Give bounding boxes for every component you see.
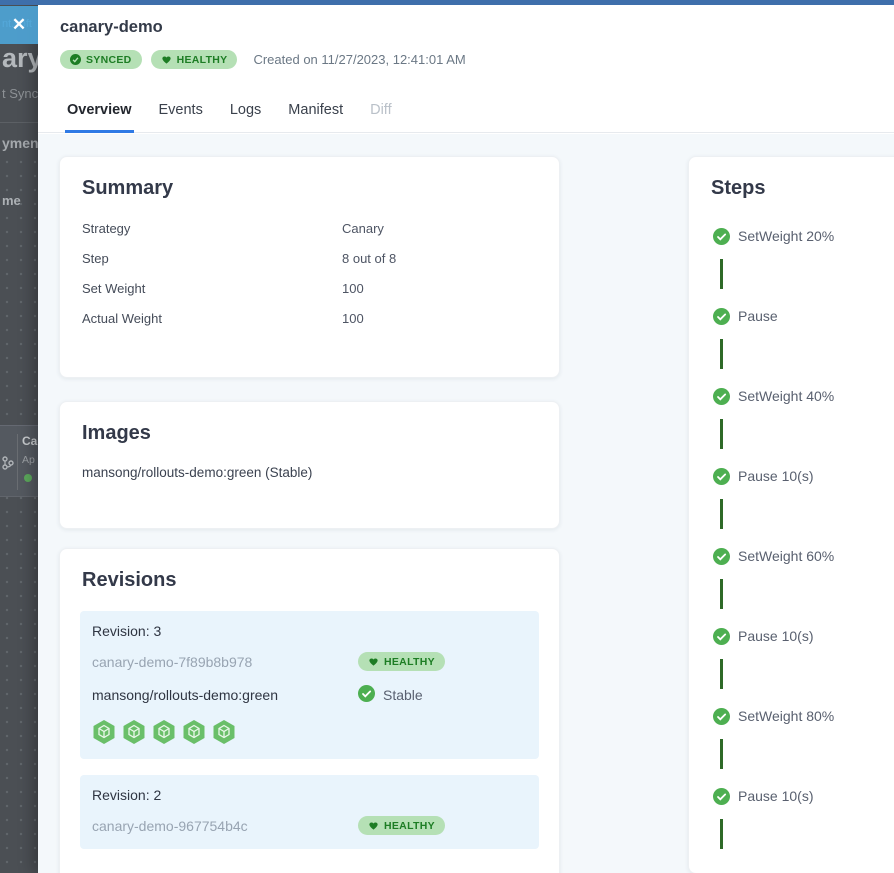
background-sync-fragment: t Sync: [2, 86, 38, 101]
check-circle-icon: [713, 308, 730, 325]
background-card-divider: [17, 434, 18, 490]
background-divider: [0, 122, 38, 123]
browser-top-bar: [0, 0, 894, 5]
steps-card-title: Steps: [711, 177, 766, 199]
check-circle-icon: [70, 54, 81, 65]
step-label: Pause: [738, 308, 778, 324]
step-label: Pause 10(s): [738, 628, 814, 644]
pod-icon: [92, 719, 116, 745]
summary-row: Strategy Canary: [82, 213, 537, 243]
close-panel-button[interactable]: ✕: [0, 6, 38, 44]
check-circle-icon: [713, 628, 730, 645]
summary-row-label: Step: [82, 250, 109, 266]
tab-bar: Overview Events Logs Manifest Diff: [65, 92, 394, 133]
check-circle-icon: [713, 388, 730, 405]
step-item: SetWeight 20%: [713, 228, 894, 308]
revision-list: Revision: 3 canary-demo-7f89b8b978 HEALT…: [60, 611, 559, 849]
revision-number: Revision: 3: [92, 623, 162, 639]
replicaset-name: canary-demo-7f89b8b978: [92, 653, 253, 670]
check-circle-icon: [713, 708, 730, 725]
status-badge: HEALTHY: [150, 50, 238, 69]
step-item: SetWeight 60%: [713, 548, 894, 628]
replicaset-name: canary-demo-967754b4c: [92, 817, 248, 834]
summary-row-value: 100: [342, 280, 364, 296]
step-label: SetWeight 80%: [738, 708, 835, 724]
step-item: Pause 10(s): [713, 628, 894, 708]
heart-icon: [161, 54, 172, 65]
background-name-fragment: me: [2, 193, 21, 208]
close-icon: ✕: [11, 15, 27, 34]
page-title: canary-demo: [60, 18, 163, 36]
background-health-dot: [24, 474, 32, 482]
check-circle-icon: [713, 548, 730, 565]
steps-card: Steps SetWeight 20% Pause SetWeight: [688, 156, 894, 873]
step-item: Pause 10(s): [713, 468, 894, 548]
step-item: SetWeight 40%: [713, 388, 894, 468]
heart-icon: [368, 820, 379, 831]
revision-image: mansong/rollouts-demo:green: [92, 687, 278, 703]
dimmed-background-overlay: nt.soft ary- t Sync yment me Ca Ap: [0, 5, 38, 873]
background-card-title-fragment: Ca: [22, 434, 38, 448]
tab-diff[interactable]: Diff: [370, 102, 392, 118]
step-item: Pause 10(s): [713, 788, 894, 868]
rollout-details-panel: canary-demo SYNCED HEALTHY Created on 11…: [38, 5, 894, 873]
summary-rows: Strategy Canary Step 8 out of 8 Set Weig…: [82, 213, 537, 333]
status-badge-row: SYNCED HEALTHY Created on 11/27/2023, 12…: [60, 50, 466, 69]
background-card-sub-fragment: Ap: [22, 454, 35, 466]
check-circle-icon: [713, 228, 730, 245]
panel-header: canary-demo SYNCED HEALTHY Created on 11…: [38, 5, 894, 133]
background-title-fragment: ary-: [2, 43, 38, 73]
pod-row: [92, 719, 527, 745]
stable-status: Stable: [358, 685, 527, 705]
images-card: Images mansong/rollouts-demo:green (Stab…: [59, 401, 560, 529]
summary-row-value: Canary: [342, 220, 384, 236]
step-label: Pause 10(s): [738, 468, 814, 484]
tab-logs[interactable]: Logs: [229, 102, 262, 118]
summary-row-label: Set Weight: [82, 280, 146, 296]
tab-manifest[interactable]: Manifest: [288, 102, 344, 118]
overview-content: Summary Strategy Canary Step 8 out of 8 …: [38, 134, 894, 873]
health-badge: HEALTHY: [358, 652, 445, 671]
summary-row: Step 8 out of 8: [82, 243, 537, 273]
step-item: SetWeight 80%: [713, 708, 894, 788]
revision-block: Revision: 3 canary-demo-7f89b8b978 HEALT…: [80, 611, 539, 759]
step-item: Pause: [713, 308, 894, 388]
revision-number: Revision: 2: [92, 787, 162, 803]
background-card-fragment: Ca Ap: [0, 425, 38, 497]
tab-events[interactable]: Events: [158, 102, 203, 118]
pod-icon: [122, 719, 146, 745]
revisions-card: Revisions Revision: 3 canary-demo-7f89b8…: [59, 548, 560, 873]
check-circle-icon: [713, 468, 730, 485]
background-deployments-fragment: yment: [2, 135, 38, 151]
check-circle-icon: [713, 788, 730, 805]
step-label: Pause 10(s): [738, 788, 814, 804]
summary-row-value: 8 out of 8: [342, 250, 397, 266]
step-label: SetWeight 40%: [738, 388, 835, 404]
status-badge: SYNCED: [60, 50, 142, 69]
branch-icon: [2, 456, 14, 475]
heart-icon: [368, 656, 379, 667]
image-entry: mansong/rollouts-demo:green (Stable): [82, 465, 313, 480]
step-list: SetWeight 20% Pause SetWeight 40%: [689, 200, 894, 868]
summary-card: Summary Strategy Canary Step 8 out of 8 …: [59, 156, 560, 378]
pod-icon: [212, 719, 236, 745]
summary-row: Set Weight 100: [82, 273, 537, 303]
pod-icon: [182, 719, 206, 745]
step-label: SetWeight 20%: [738, 228, 835, 244]
summary-row-value: 100: [342, 310, 364, 326]
summary-row-label: Strategy: [82, 220, 131, 236]
revisions-card-title: Revisions: [82, 569, 177, 591]
health-badge: HEALTHY: [358, 816, 445, 835]
check-circle-icon: [358, 685, 375, 705]
summary-row-label: Actual Weight: [82, 310, 162, 326]
summary-row: Actual Weight 100: [82, 303, 537, 333]
step-label: SetWeight 60%: [738, 548, 835, 564]
summary-card-title: Summary: [82, 177, 174, 199]
created-timestamp: Created on 11/27/2023, 12:41:01 AM: [253, 52, 466, 67]
revision-block: Revision: 2 canary-demo-967754b4c HEALTH…: [80, 775, 539, 849]
images-card-title: Images: [82, 422, 151, 444]
pod-icon: [152, 719, 176, 745]
background-dot-grid: [0, 155, 38, 873]
tab-overview[interactable]: Overview: [65, 92, 134, 133]
